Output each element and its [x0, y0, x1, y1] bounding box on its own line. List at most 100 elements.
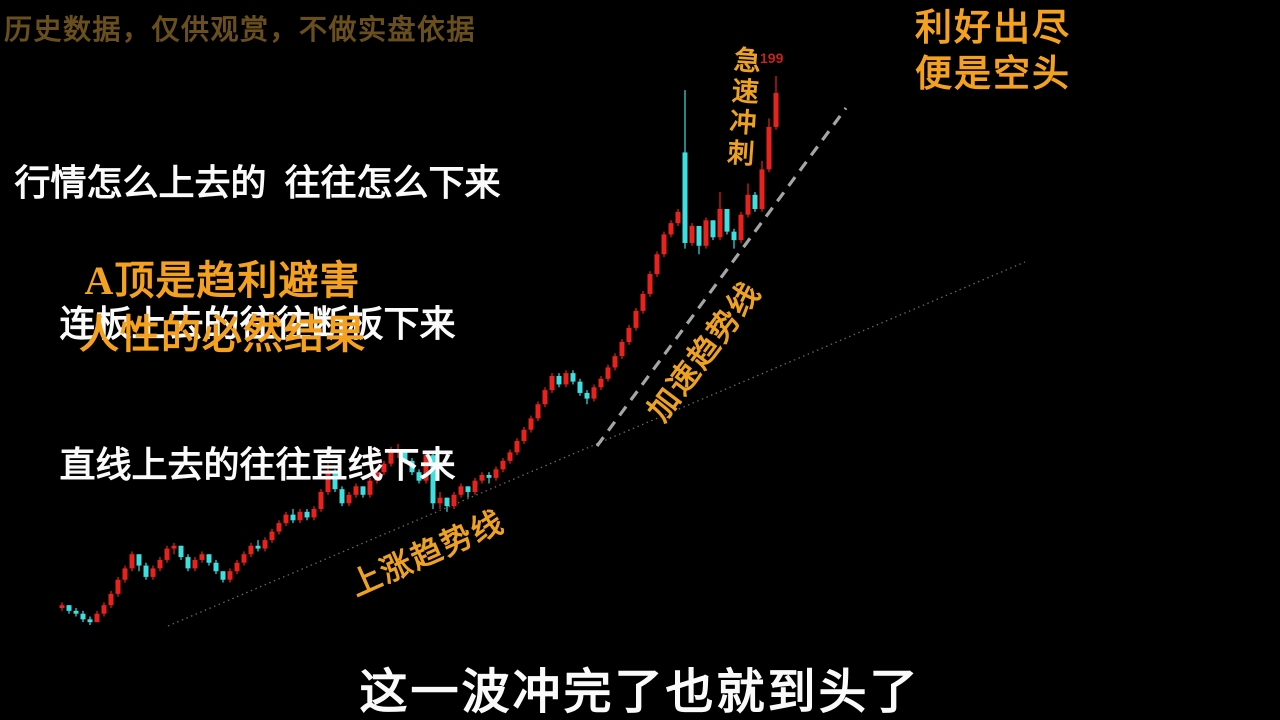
candle-body [80, 613, 86, 620]
candle-body [283, 514, 289, 524]
candle-body [724, 208, 730, 232]
candle-body [206, 554, 212, 563]
candle-body [612, 356, 618, 368]
candle-body [269, 531, 275, 541]
candle-body [731, 231, 737, 241]
candle-body [444, 497, 450, 507]
candle-body [556, 375, 562, 385]
candle-body [213, 562, 219, 572]
candle-body [738, 214, 744, 241]
highlight-block: A顶是趋利避害 人性的必然结果 [0, 254, 445, 362]
candle-body [248, 545, 254, 555]
quote-line-2: 连板上去的往往断板下来 [59, 304, 456, 344]
candle-body [367, 480, 373, 495]
candle-body [451, 494, 457, 507]
candle-body [514, 441, 520, 453]
candle-body [136, 554, 142, 566]
candle-body [234, 562, 240, 572]
candle-body [479, 475, 485, 481]
candle-body [591, 387, 597, 399]
candle-body [605, 367, 611, 379]
top-right-line-2: 便是空头 [915, 54, 1071, 95]
candle-body [402, 449, 408, 461]
quote-line-1: 行情怎么上去的 往往怎么下来 [14, 163, 501, 203]
candle-body [458, 486, 464, 495]
candle-body [696, 225, 702, 246]
candle-body [262, 540, 268, 549]
quote-line-3: 直线上去的往往直线下来 [59, 445, 456, 485]
candle-body [332, 472, 338, 490]
highlight-line-1: A顶是趋利避害 [84, 258, 361, 303]
candle-body [773, 92, 779, 127]
candle-body [500, 460, 506, 470]
candle-body [101, 605, 107, 614]
candle-body [353, 486, 359, 495]
candle-body [633, 310, 639, 328]
candle-body [73, 610, 79, 614]
candle-body [276, 523, 282, 532]
candle-body [493, 469, 499, 478]
candle-body [423, 455, 429, 481]
candle-body [689, 225, 695, 243]
candle-body [94, 613, 100, 623]
candle-body [59, 605, 65, 609]
candle-body [87, 619, 93, 623]
top-right-block: 利好出尽 便是空头 [915, 6, 1071, 98]
candle-body [360, 486, 366, 495]
candle-body [563, 373, 569, 385]
candle-body [178, 545, 184, 558]
candle-body [507, 452, 513, 461]
candle-body [108, 593, 114, 606]
candle-body [472, 480, 478, 492]
candle-body [766, 126, 772, 170]
candle-body [661, 234, 667, 255]
candle-body [542, 390, 548, 405]
candle-body [682, 152, 688, 243]
candle-body [654, 254, 660, 275]
candles-group [59, 75, 779, 625]
candle-body [745, 194, 751, 215]
candle-body [668, 223, 674, 235]
candle-body [437, 497, 443, 504]
candle-body [171, 545, 177, 549]
candle-body [339, 489, 345, 504]
candle-body [325, 472, 331, 492]
candle-body [381, 463, 387, 473]
candle-body [465, 486, 471, 492]
candle-body [416, 472, 422, 481]
candle-body [549, 375, 555, 391]
accelerated-trendline [595, 107, 848, 447]
candle-body [528, 418, 534, 430]
candle-body [318, 491, 324, 509]
candle-body [129, 554, 135, 569]
candle-body [346, 494, 352, 504]
candle-body [752, 194, 758, 209]
candle-body [521, 429, 527, 442]
peak-price-label: 199 [760, 50, 784, 66]
bottom-caption: 这一波冲完了也就到头了 [359, 666, 921, 719]
candle-body [647, 274, 653, 294]
candle-body [185, 557, 191, 569]
candle-body [577, 381, 583, 393]
candle-body [717, 208, 723, 238]
candle-body [115, 579, 121, 594]
quote-block: 行情怎么上去的 往往怎么下来 连板上去的往往断板下来 直线上去的往往直线下来 [0, 66, 515, 583]
candle-body [570, 373, 576, 382]
candle-body [374, 472, 380, 481]
candle-body [710, 220, 716, 238]
candle-body [157, 559, 163, 569]
candle-body [535, 404, 541, 419]
candle-body [199, 554, 205, 560]
candle-body [395, 449, 401, 453]
candle-body [626, 327, 632, 342]
candle-body [409, 460, 415, 473]
candle-body [143, 565, 149, 577]
candle-body [486, 475, 492, 478]
highlight-line-2: 人性的必然结果 [79, 312, 366, 357]
candle-body [584, 392, 590, 399]
candle-body [598, 378, 604, 388]
candle-body [164, 548, 170, 560]
candle-body [388, 452, 394, 464]
candle-body [619, 342, 625, 357]
